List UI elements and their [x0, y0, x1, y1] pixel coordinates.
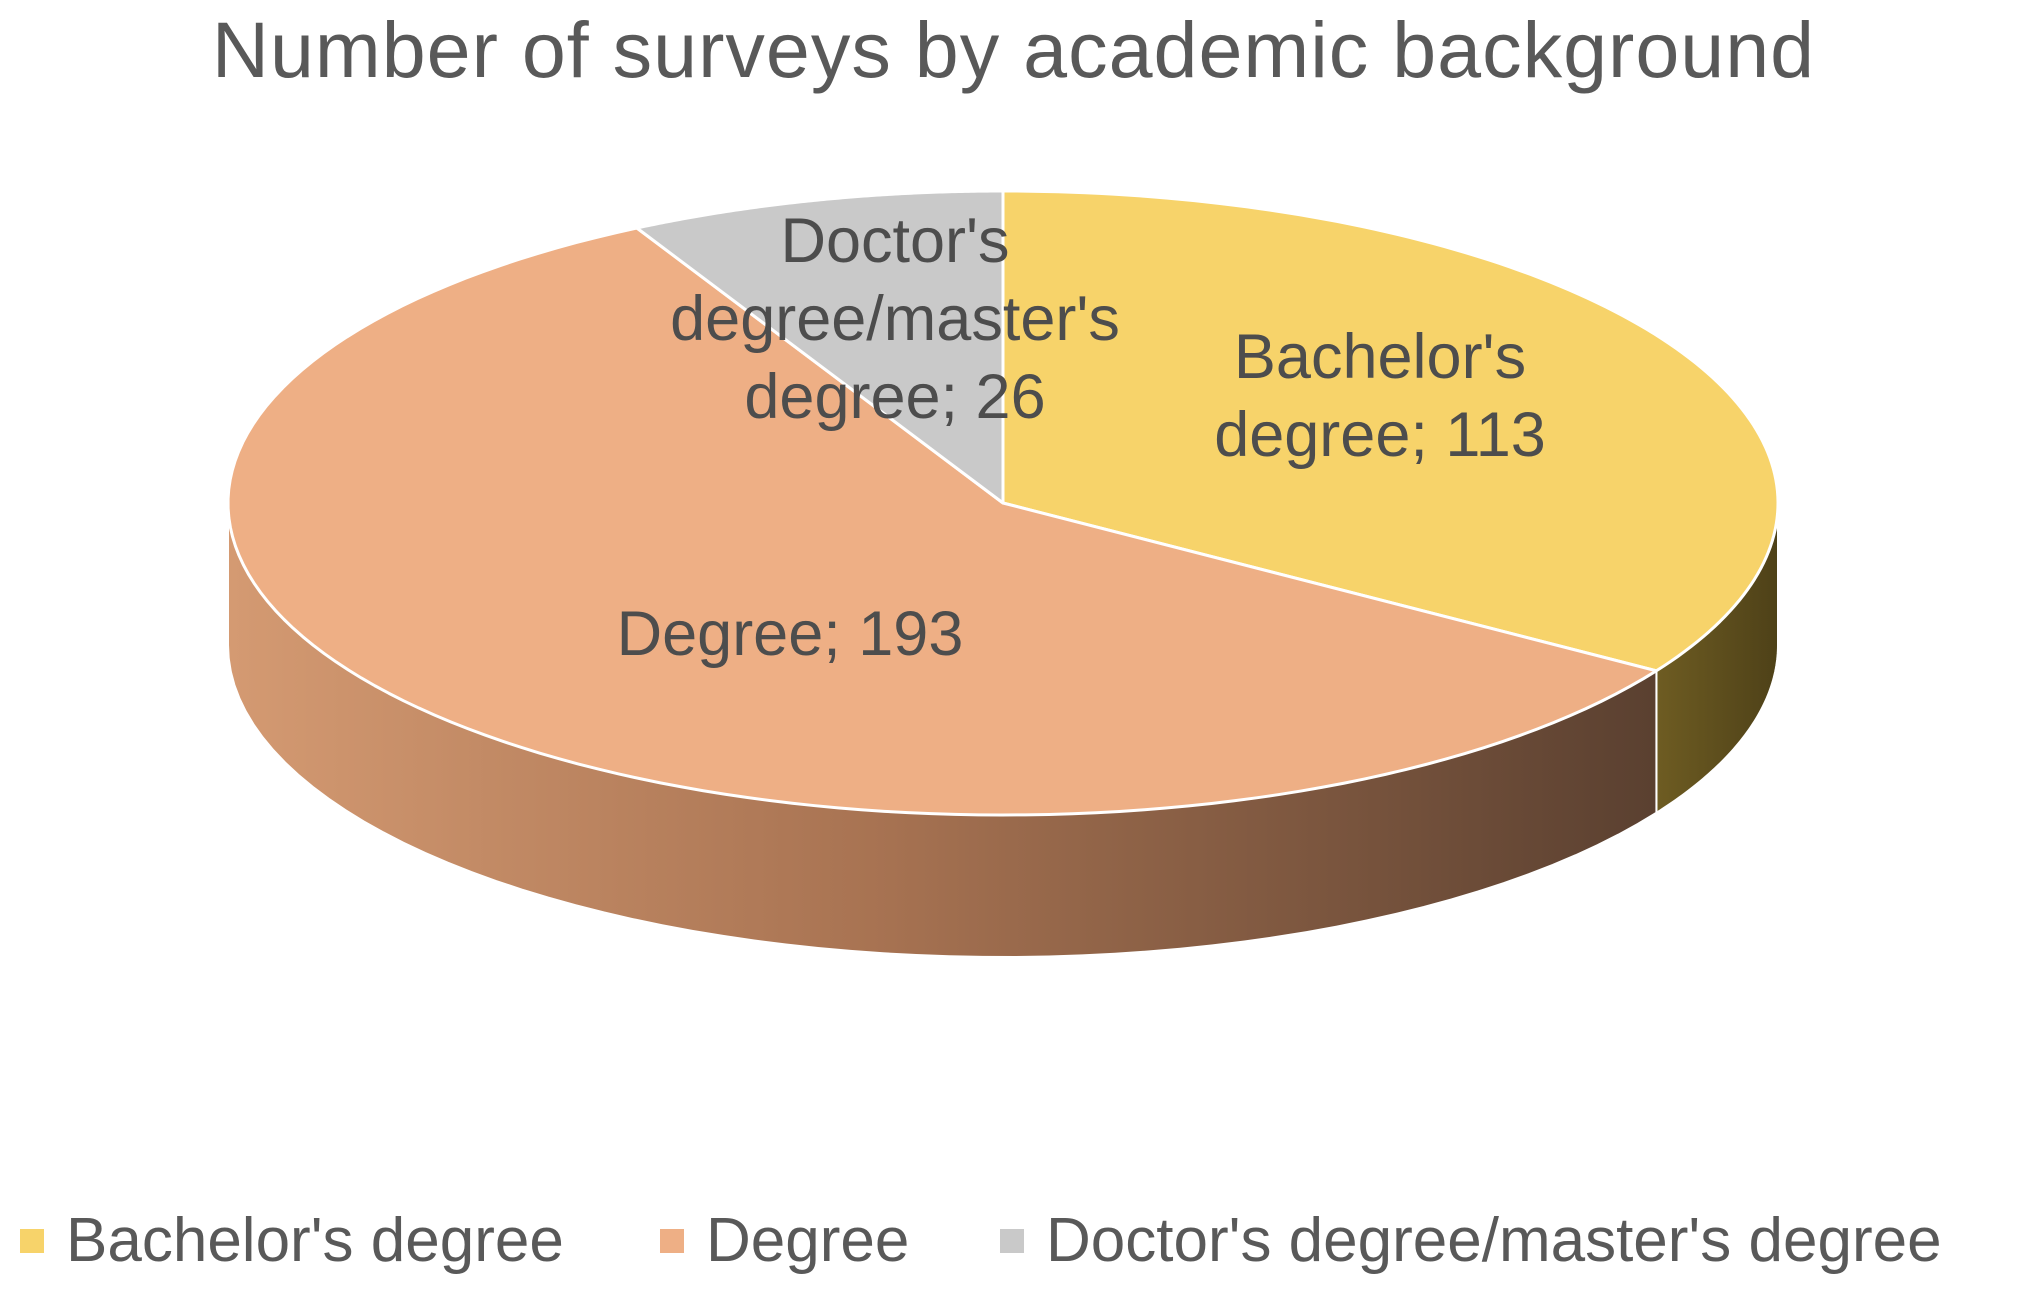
chart-title: Number of surveys by academic background: [211, 5, 1816, 94]
legend-swatch: [660, 1228, 684, 1253]
data-label-line: degree; 26: [744, 362, 1045, 432]
data-label-line: Bachelor's: [1234, 322, 1526, 392]
legend: Bachelor's degree Degree Doctor's degree/m…: [0, 1205, 2027, 1285]
legend-label: Bachelor's degree: [66, 1206, 564, 1275]
legend-swatch: [1000, 1228, 1024, 1253]
data-label-degree: Degree; 193: [617, 599, 964, 669]
legend-label: Doctor's degree/master's degree: [1046, 1206, 1942, 1275]
legend-item-doctors-masters: Doctor's degree/master's degree: [1000, 1205, 1942, 1276]
legend-swatch: [20, 1228, 44, 1253]
data-label-line: Degree; 193: [617, 599, 964, 669]
legend-item-degree: Degree: [660, 1205, 909, 1276]
data-label-doctors-masters: Doctor's degree/master's degree; 26: [670, 206, 1120, 432]
pie-slice-doctors-masters: [635, 189, 1005, 505]
legend-label: Degree: [706, 1206, 910, 1275]
pie-slice-bachelors: [1001, 189, 1780, 673]
data-label-line: Doctor's: [780, 206, 1009, 276]
pie-slice-degree: [226, 226, 1658, 817]
legend-item-bachelors: Bachelor's degree: [20, 1205, 564, 1276]
data-label-line: degree/master's: [670, 284, 1120, 354]
data-label-bachelors: Bachelor's degree; 113: [1214, 322, 1546, 470]
data-label-line: degree; 113: [1214, 400, 1546, 470]
